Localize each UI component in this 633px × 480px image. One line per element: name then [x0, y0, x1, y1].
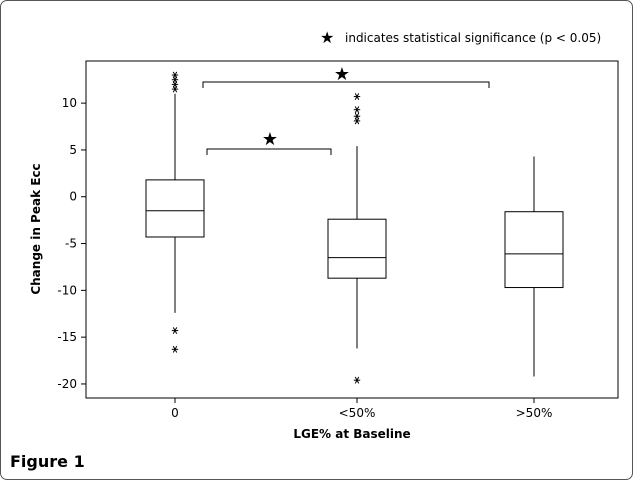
bracket-line: [202, 81, 490, 88]
significance-star-icon: ★: [334, 64, 350, 85]
iqr-box: [327, 218, 387, 279]
y-tick-label: -5: [65, 237, 77, 251]
figure-label: Figure 1: [10, 452, 85, 471]
outlier-point: [171, 80, 179, 88]
significance-legend: ★ indicates statistical significance (p …: [320, 28, 601, 47]
outlier-point: [171, 345, 179, 353]
iqr-box: [145, 179, 205, 238]
outlier-point: [353, 112, 361, 120]
outlier-point: [171, 85, 179, 93]
box-2: [327, 93, 387, 384]
y-tick-label: 5: [69, 143, 77, 157]
x-tick-label: <50%: [339, 406, 376, 420]
y-tick-label: -20: [57, 377, 77, 391]
outlier-point: [353, 376, 361, 384]
outlier-point: [171, 71, 179, 79]
outlier-point: [353, 117, 361, 125]
y-axis-title: Change in Peak Ecc: [29, 163, 43, 294]
y-tick-label: 10: [62, 96, 77, 110]
x-tick-label: >50%: [516, 406, 553, 420]
outlier-point: [353, 93, 361, 101]
significance-brackets: ★★: [202, 64, 490, 155]
y-tick-label: -15: [57, 330, 77, 344]
x-tick-label: 0: [171, 406, 179, 420]
plot-area: [85, 60, 619, 399]
significance-star-icon: ★: [262, 129, 278, 150]
x-axis-title: LGE% at Baseline: [293, 427, 410, 441]
legend-star-icon: ★: [320, 28, 334, 47]
legend-note-text: indicates statistical significance (p < …: [345, 31, 601, 45]
outlier-point: [171, 327, 179, 335]
boxplot-chart: ★ indicates statistical significance (p …: [29, 28, 619, 441]
outlier-point: [353, 106, 361, 114]
significance-bracket: ★: [206, 129, 332, 155]
y-axis: 10 5 0 -5 -10 -15 -20: [57, 96, 86, 391]
box-1: [145, 71, 205, 353]
x-axis: 0 <50% >50%: [171, 398, 552, 420]
iqr-box: [504, 211, 564, 289]
y-tick-label: 0: [69, 190, 77, 204]
significance-bracket: ★: [202, 64, 490, 88]
bracket-line: [206, 148, 332, 155]
boxes: [145, 71, 564, 384]
outlier-point: [171, 76, 179, 84]
y-tick-label: -10: [57, 283, 77, 297]
box-3: [504, 156, 564, 377]
